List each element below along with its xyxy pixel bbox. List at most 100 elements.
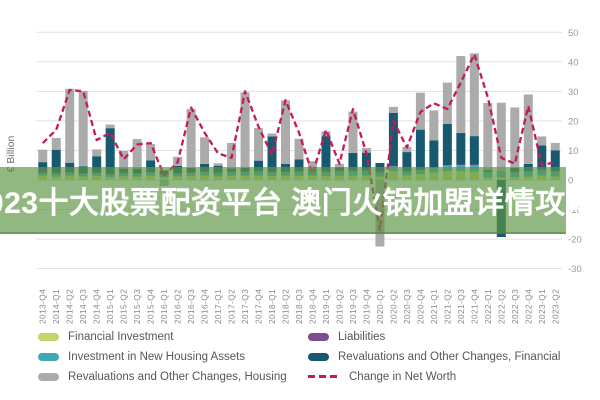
bar-segment [523, 94, 533, 164]
bar-segment [186, 108, 196, 169]
legend-item: Revaluations and Other Changes, Financia… [308, 350, 578, 363]
bar-segment [254, 160, 264, 171]
y-tick-label: 30 [568, 87, 579, 98]
y-tick-label: -30 [568, 264, 582, 275]
y-tick-label: 10 [568, 146, 579, 157]
x-tick-label: 2021-Q3 [456, 289, 466, 324]
bar-segment [537, 136, 547, 146]
x-tick-label: 2019-Q4 [361, 289, 371, 324]
x-tick-label: 2016-Q3 [186, 289, 196, 324]
x-tick-label: 2023-Q2 [550, 289, 560, 324]
x-tick-label: 2021-Q4 [469, 289, 479, 324]
bar-segment [334, 163, 344, 168]
x-axis-labels: 2013-Q4 2014-Q1 2014-Q2 2014-Q3 2014-Q4 2015-… [38, 289, 561, 324]
bar-segment [402, 146, 412, 153]
legend-label: Change in Net Worth [349, 370, 457, 383]
legend: Financial Investment Liabilities Investmen… [38, 330, 578, 383]
bar-segment [496, 102, 506, 172]
x-tick-label: 2020-Q4 [415, 289, 425, 324]
legend-label: Revaluations and Other Changes, Financia… [338, 350, 561, 363]
x-tick-label: 2021-Q1 [429, 289, 439, 324]
bar-segment [65, 88, 75, 163]
bar-segment [132, 139, 142, 169]
bar-segment [456, 56, 466, 133]
y-axis-title: € Billion [5, 135, 17, 172]
x-tick-label: 2022-Q4 [523, 289, 533, 324]
bar-segment [105, 128, 115, 174]
x-tick-label: 2020-Q2 [388, 289, 398, 324]
x-tick-label: 2019-Q3 [348, 289, 358, 324]
legend-color-swatch [38, 372, 59, 381]
bar-segment [388, 112, 398, 166]
bar-segment [429, 140, 439, 168]
y-tick-label: 40 [568, 57, 579, 68]
bar-segment [388, 106, 398, 113]
change-in-net-worth-line [41, 53, 556, 232]
bar-segment [550, 142, 560, 151]
legend-item: Investment in New Housing Assets [38, 350, 308, 363]
legend-label: Revaluations and Other Changes, Housing [68, 370, 287, 383]
x-tick-label: 2015-Q2 [119, 289, 129, 324]
bar-segment [402, 152, 412, 172]
x-tick-label: 2018-Q3 [294, 289, 304, 324]
x-tick-label: 2018-Q4 [307, 289, 317, 324]
x-tick-label: 2013-Q4 [38, 289, 48, 324]
y-tick-label: 20 [568, 116, 579, 127]
x-tick-label: 2018-Q1 [267, 289, 277, 324]
y-tick-label: 50 [568, 28, 579, 39]
x-tick-label: 2022-Q2 [496, 289, 506, 324]
x-tick-label: 2020-Q1 [375, 289, 385, 324]
bar-segment [388, 165, 398, 167]
legend-label: Investment in New Housing Assets [68, 350, 246, 363]
x-tick-label: 2021-Q2 [442, 289, 452, 324]
bar-segment [38, 149, 48, 163]
bar-segment [483, 103, 493, 170]
bar-segment [321, 131, 331, 137]
bar-segment [51, 149, 61, 174]
bar-segment [92, 156, 102, 173]
bar-segment [105, 124, 115, 129]
bar-segment [469, 164, 479, 166]
x-tick-label: 2023-Q1 [537, 289, 547, 324]
bar-segment [442, 165, 452, 166]
x-tick-label: 2015-Q3 [132, 289, 142, 324]
bar-segment [92, 149, 102, 157]
x-tick-label: 2014-Q2 [65, 289, 75, 324]
x-tick-label: 2017-Q3 [240, 289, 250, 324]
x-tick-label: 2016-Q4 [200, 289, 210, 324]
bar-segment [469, 136, 479, 165]
x-tick-label: 2018-Q2 [281, 289, 291, 324]
bar-segment [281, 100, 291, 164]
bar-segment [415, 129, 425, 170]
x-tick-label: 2020-Q3 [402, 289, 412, 324]
bar-segment [429, 110, 439, 141]
bar-segment [200, 137, 210, 164]
overlay-banner: 2023十大股票配资平台 澳门火锅加盟详情攻略 [0, 167, 596, 234]
bar-segment [78, 90, 88, 167]
legend-color-swatch [38, 332, 59, 341]
bar-segment [442, 82, 452, 125]
x-tick-label: 2014-Q1 [51, 289, 61, 324]
legend-item: Revaluations and Other Changes, Housing [38, 370, 308, 383]
bar-segment [254, 128, 264, 161]
bar-segment [348, 111, 358, 153]
bar-segment [267, 133, 277, 137]
bar-segment [537, 145, 547, 170]
bar-segment [321, 136, 331, 172]
y-tick-label: 0 [568, 176, 573, 187]
bar-segment [146, 160, 156, 173]
legend-label: Liabilities [338, 330, 386, 343]
bar-segment [442, 124, 452, 166]
legend-color-swatch [308, 332, 329, 341]
bar-segment [119, 150, 129, 169]
legend-label: Financial Investment [68, 330, 174, 343]
bar-segment [213, 163, 223, 166]
x-tick-label: 2022-Q3 [510, 289, 520, 324]
x-tick-label: 2019-Q1 [321, 289, 331, 324]
legend-color-swatch [308, 352, 329, 361]
legend-dashed-line-swatch [308, 375, 340, 378]
bar-segment [456, 132, 466, 165]
bar-segment [51, 137, 61, 150]
x-tick-label: 2017-Q2 [227, 289, 237, 324]
